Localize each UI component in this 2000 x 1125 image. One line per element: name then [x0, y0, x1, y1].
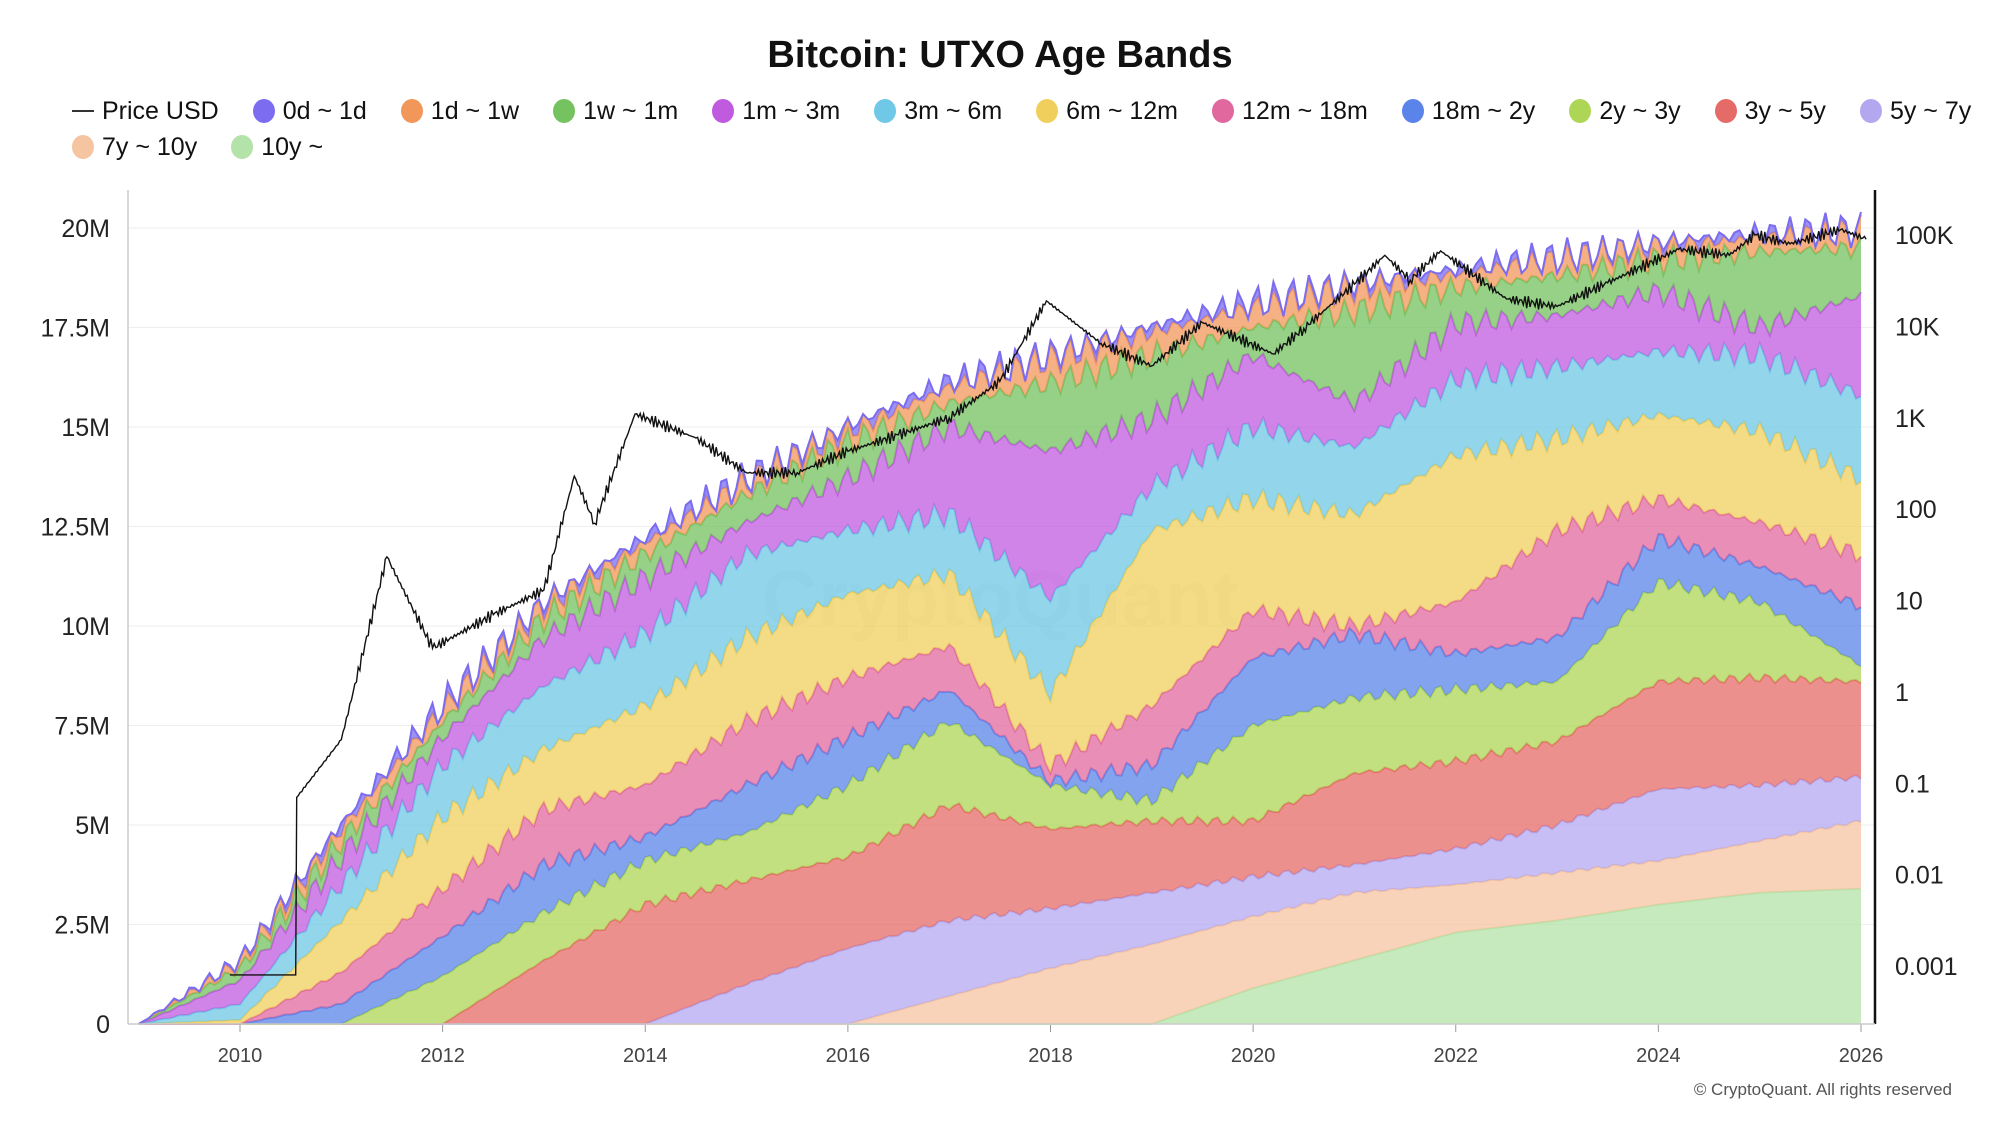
legend-dot-swatch [1569, 99, 1592, 123]
legend-item[interactable]: 18m ~ 2y [1401, 96, 1536, 126]
legend-dot-swatch [231, 135, 254, 159]
legend-label: 18m ~ 2y [1431, 96, 1536, 125]
legend-dot-swatch [1859, 99, 1882, 123]
legend-item[interactable]: 6m ~ 12m [1036, 96, 1178, 126]
legend-item[interactable]: 3m ~ 6m [874, 96, 1002, 126]
legend-label: Price USD [102, 96, 219, 125]
x-tick-label: 2012 [420, 1045, 465, 1067]
y-tick-label: 0 [96, 1011, 110, 1039]
legend-item[interactable]: 1w ~ 1m [553, 96, 678, 126]
legend-item[interactable]: Price USD [72, 96, 219, 126]
area-band-10y- [138, 888, 1862, 1024]
legend-dot-swatch [712, 99, 735, 123]
legend-label: 0d ~ 1d [282, 96, 367, 125]
area-band-1d-1w [138, 214, 1862, 1024]
legend-label: 1m ~ 3m [742, 96, 841, 125]
x-tick-label: 2024 [1636, 1045, 1681, 1067]
y-tick-label: 15M [61, 414, 110, 442]
x-tick-label: 2016 [826, 1045, 871, 1067]
price-usd-line [229, 225, 1867, 976]
area-band-edge [138, 211, 1862, 1025]
y-tick-label: 7.5M [54, 713, 110, 741]
legend-label: 3m ~ 6m [904, 96, 1003, 125]
y2-tick-label: 100 [1895, 496, 1937, 524]
legend-label: 6m ~ 12m [1066, 96, 1179, 125]
x-tick-label: 2022 [1434, 1045, 1479, 1067]
y-tick-label: 12.5M [41, 514, 110, 542]
y2-tick-label: 0.001 [1895, 953, 1958, 981]
legend-item[interactable]: 1d ~ 1w [400, 96, 520, 126]
legend-dot-swatch [400, 99, 423, 123]
legend-item[interactable]: 0d ~ 1d [252, 96, 367, 126]
y2-tick-label: 100K [1895, 222, 1954, 250]
legend-dot-swatch [1714, 99, 1737, 123]
y-tick-label: 5M [75, 812, 110, 840]
x-tick-label: 2026 [1839, 1045, 1884, 1067]
legend-dot-swatch [1036, 99, 1059, 123]
legend-label: 5y ~ 7y [1889, 96, 1972, 125]
legend-dot-swatch [252, 99, 275, 123]
legend-item[interactable]: 5y ~ 7y [1859, 96, 1972, 126]
y2-tick-label: 0.01 [1895, 862, 1944, 890]
legend-item[interactable]: 7y ~ 10y [72, 132, 197, 162]
area-band-1w-1m [138, 237, 1862, 1025]
legend-item[interactable]: 10y ~ [231, 132, 323, 162]
area-band-6m-12m [138, 412, 1862, 1024]
legend-line-swatch [72, 110, 94, 112]
y2-tick-label: 10K [1895, 313, 1940, 341]
area-band-3m-6m [138, 343, 1862, 1024]
legend-label: 3y ~ 5y [1744, 96, 1826, 125]
copyright-footer: © CryptoQuant. All rights reserved [1693, 1080, 1952, 1099]
legend-label: 2y ~ 3y [1599, 96, 1681, 125]
legend-label: 10y ~ [261, 132, 324, 161]
y2-tick-label: 1K [1895, 405, 1926, 433]
x-tick-label: 2020 [1231, 1045, 1276, 1067]
y2-tick-label: 1 [1895, 679, 1909, 707]
legend-item[interactable]: 3y ~ 5y [1714, 96, 1826, 126]
legend-label: 12m ~ 18m [1242, 96, 1368, 125]
area-band-2y-3y [138, 578, 1862, 1024]
y2-tick-label: 10 [1895, 588, 1923, 616]
legend-item[interactable]: 1m ~ 3m [712, 96, 840, 126]
area-band-12m-18m [138, 494, 1862, 1024]
y-tick-label: 10M [61, 613, 110, 641]
y2-tick-label: 0.1 [1895, 770, 1930, 798]
area-band-3y-5y [138, 673, 1862, 1024]
y-tick-label: 2.5M [54, 912, 110, 940]
y-tick-label: 20M [61, 215, 110, 243]
legend-item[interactable]: 2y ~ 3y [1569, 96, 1681, 126]
legend-label: 7y ~ 10y [102, 132, 198, 161]
legend-dot-swatch [553, 99, 576, 123]
x-tick-label: 2018 [1028, 1045, 1073, 1067]
legend-label: 1d ~ 1w [430, 96, 520, 125]
legend-dot-swatch [1212, 99, 1235, 123]
legend-label: 1w ~ 1m [583, 96, 679, 125]
y-tick-label: 17.5M [41, 315, 110, 343]
x-tick-label: 2010 [218, 1045, 263, 1067]
x-tick-label: 2014 [623, 1045, 668, 1067]
legend-dot-swatch [874, 99, 897, 123]
legend-item[interactable]: 12m ~ 18m [1212, 96, 1368, 126]
chart-title: Bitcoin: UTXO Age Bands [767, 34, 1233, 76]
legend: Price USD 0d ~ 1d 1d ~ 1w 1w ~ 1m 1m ~ 3m 3m … [72, 96, 1972, 162]
area-band-5y-7y [138, 775, 1862, 1024]
legend-dot-swatch [1401, 99, 1424, 123]
legend-dot-swatch [72, 135, 94, 159]
